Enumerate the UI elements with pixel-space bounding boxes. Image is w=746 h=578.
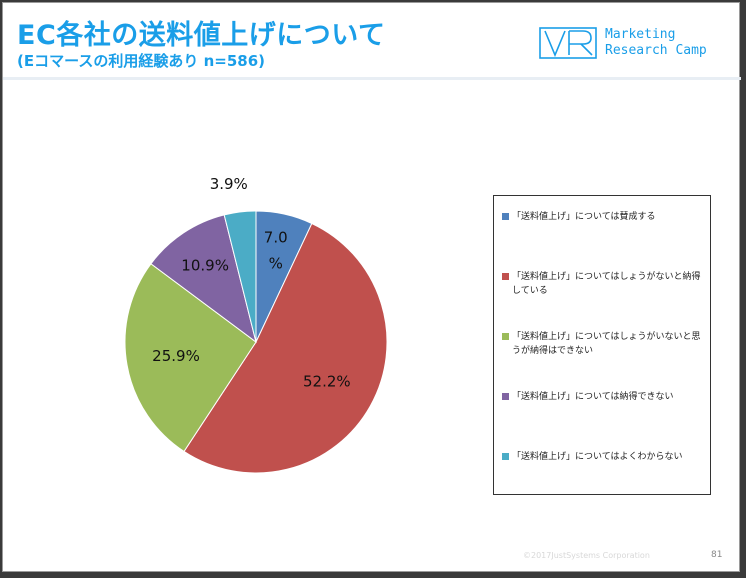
legend-item-1: 「送料値上げ」については賛成する: [502, 210, 708, 224]
pie-slice-4: [150, 214, 257, 344]
header-divider: [3, 77, 741, 80]
logo-line-2: Research Camp: [605, 43, 707, 58]
pie-data-label-1: 7.0%: [264, 229, 288, 273]
legend-item-3: 「送料値上げ」についてはしょうがいないと思うが納得はできない: [502, 330, 708, 358]
legend-label-5: 「送料値上げ」についてはよくわからない: [512, 452, 683, 462]
logo-line-1: Marketing: [605, 27, 676, 42]
legend-swatch-5: [502, 453, 509, 460]
logo-mark-icon: [539, 27, 597, 59]
copyright-text: ©2017JustSystems Corporation: [523, 551, 650, 560]
page-subtitle: (Eコマースの利用経験あり n=586): [17, 52, 265, 70]
legend-swatch-1: [502, 213, 509, 220]
page-title: EC各社の送料値上げについて: [17, 20, 386, 51]
legend-label-2: 「送料値上げ」についてはしょうがないと納得している: [512, 272, 701, 296]
page-number: 81: [711, 550, 723, 560]
pie-chart: 7.0 % 52.2% 25.9% 10.9% 3.9%: [124, 175, 388, 474]
slide: EC各社の送料値上げについて (Eコマースの利用経験あり n=586) Mark…: [2, 2, 741, 572]
pie-data-label-5: 3.9%: [210, 175, 248, 193]
pie-data-label-3: 25.9%: [152, 347, 200, 365]
legend-label-1: 「送料値上げ」については賛成する: [512, 212, 656, 222]
pie-slice-3: [124, 263, 257, 453]
legend-swatch-2: [502, 273, 509, 280]
pie-slice-5: [223, 210, 257, 343]
pie-slice-2: [183, 222, 388, 474]
legend-item-4: 「送料値上げ」については納得できない: [502, 390, 708, 404]
legend-swatch-3: [502, 333, 509, 340]
logo-text: Marketing Research Camp: [605, 27, 707, 59]
pie-data-label-4: 10.9%: [181, 257, 229, 275]
chart-legend: 「送料値上げ」については賛成する「送料値上げ」についてはしょうがないと納得してい…: [493, 195, 711, 495]
legend-item-2: 「送料値上げ」についてはしょうがないと納得している: [502, 270, 708, 298]
legend-item-5: 「送料値上げ」についてはよくわからない: [502, 450, 708, 464]
legend-label-3: 「送料値上げ」についてはしょうがいないと思うが納得はできない: [512, 332, 701, 356]
pie-data-label-2: 52.2%: [303, 373, 351, 391]
legend-label-4: 「送料値上げ」については納得できない: [512, 392, 674, 402]
legend-swatch-4: [502, 393, 509, 400]
brand-logo: Marketing Research Camp: [539, 25, 739, 65]
